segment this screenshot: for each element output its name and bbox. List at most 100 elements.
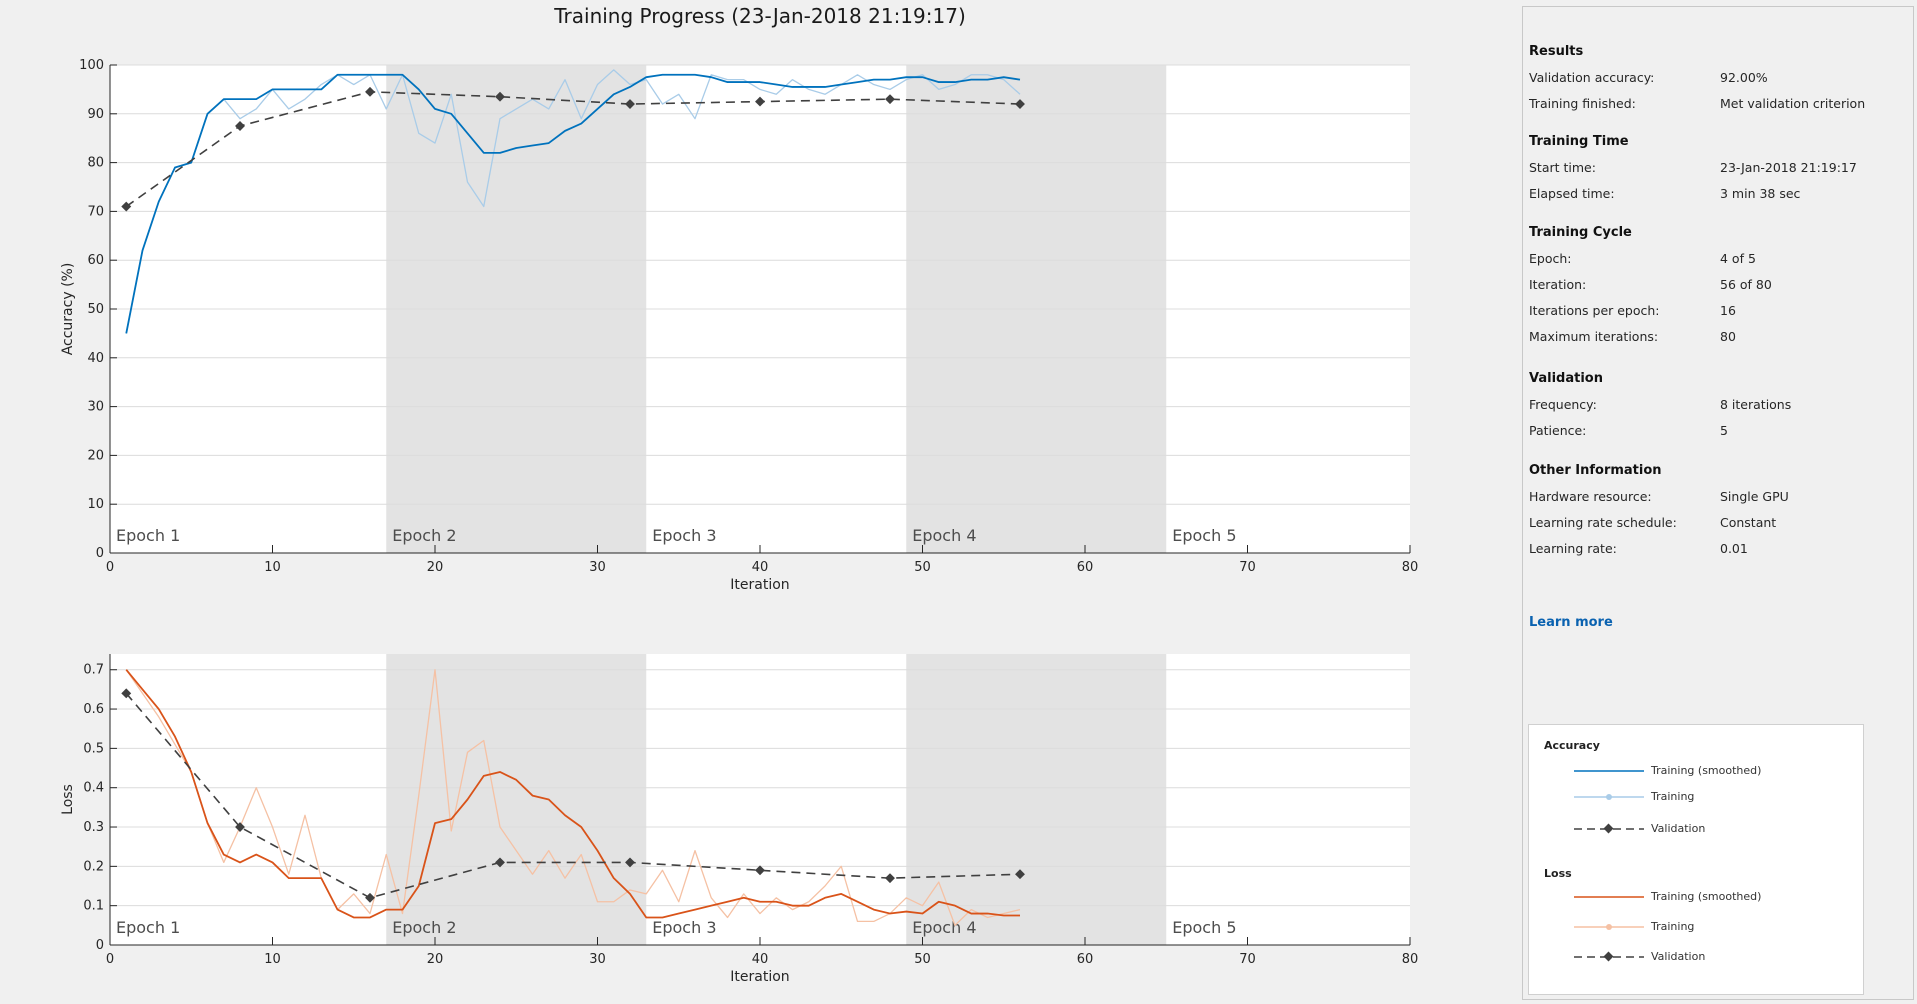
y-tick-label: 0.5: [83, 741, 104, 756]
info-label: Epoch:: [1529, 251, 1572, 266]
y-tick-label: 0.7: [83, 663, 104, 678]
y-tick-label: 60: [87, 253, 104, 268]
y-tick-label: 90: [87, 107, 104, 122]
legend-loss-title: Loss: [1544, 867, 1572, 880]
learn-more-link[interactable]: Learn more: [1529, 615, 1613, 630]
info-label: Iteration:: [1529, 277, 1587, 292]
info-section: Validation Frequency: 8 iterations Patience…: [1529, 366, 1899, 444]
epoch-label: Epoch 2: [392, 918, 456, 937]
epoch-label: Epoch 2: [392, 526, 456, 545]
epoch-label: Epoch 3: [652, 918, 716, 937]
x-tick-label: 70: [1239, 952, 1256, 967]
series-line-raw: [125, 69, 1021, 334]
plot-area: [110, 654, 1410, 945]
x-tick-label: 60: [1077, 952, 1094, 967]
legend-accuracy-smoothed-line: [1574, 770, 1644, 772]
y-tick-label: 0.4: [83, 781, 104, 796]
legend-accuracy-smoothed: Training (smoothed): [1574, 763, 1854, 779]
validation-point: [235, 822, 245, 832]
legend-loss-smoothed: Training (smoothed): [1574, 889, 1854, 905]
legend-accuracy-validation-label: Validation: [1651, 822, 1706, 835]
info-value: 3 min 38 sec: [1720, 186, 1801, 201]
y-tick-label: 10: [87, 497, 104, 512]
training-charts: Epoch 1 Epoch 2 Epoch 3 Epoch 4 Epoch 5 0 10 20…: [60, 58, 1418, 985]
series-line-smoothed: [125, 73, 1021, 334]
epoch-label: Epoch 4: [912, 918, 976, 937]
epoch-label: Epoch 1: [116, 918, 180, 937]
info-row: Validation accuracy: 92.00%: [1529, 65, 1899, 91]
info-value: 92.00%: [1720, 70, 1768, 85]
info-value: 4 of 5: [1720, 251, 1756, 266]
validation-point: [1015, 99, 1025, 109]
epoch-label: Epoch 3: [652, 526, 716, 545]
validation-point: [121, 688, 132, 699]
legend-loss-validation-line: [1574, 951, 1644, 962]
section-title: Training Cycle: [1529, 225, 1632, 240]
info-value: 80: [1720, 329, 1736, 344]
section-title: Validation: [1529, 371, 1603, 386]
y-tick-label: 40: [87, 351, 104, 366]
info-row: Iteration: 56 of 80: [1529, 272, 1899, 298]
info-label: Hardware resource:: [1529, 489, 1652, 504]
info-value: 5: [1720, 423, 1728, 438]
x-axis-label: Iteration: [730, 577, 789, 593]
y-tick-label: 0.1: [83, 899, 104, 914]
legend-loss-training-label: Training: [1651, 920, 1695, 933]
y-tick-label: 0.6: [83, 702, 104, 717]
info-label: Learning rate schedule:: [1529, 515, 1677, 530]
x-tick-label: 30: [589, 560, 606, 575]
epoch-shade: [906, 654, 1167, 945]
validation-point: [365, 892, 375, 903]
info-label: Maximum iterations:: [1529, 329, 1659, 344]
y-tick-label: 20: [87, 448, 104, 463]
info-value: Met validation criterion: [1720, 96, 1866, 111]
series-line-validation: [125, 692, 1021, 899]
validation-point: [495, 857, 505, 868]
y-tick-label: 30: [87, 400, 104, 415]
legend-loss-training: Training: [1574, 919, 1854, 935]
info-value: Constant: [1720, 515, 1777, 530]
info-label: Patience:: [1529, 423, 1587, 438]
info-value: 23-Jan-2018 21:19:17: [1720, 160, 1857, 175]
info-label: Learning rate:: [1529, 541, 1617, 556]
section-title: Results: [1529, 44, 1584, 59]
info-row: Epoch: 4 of 5: [1529, 246, 1899, 272]
y-tick-label: 0.2: [83, 859, 104, 874]
legend-accuracy-training-line: [1574, 794, 1644, 800]
info-label: Training finished:: [1529, 96, 1636, 111]
info-label: Iterations per epoch:: [1529, 303, 1660, 318]
epoch-label: Epoch 1: [116, 526, 180, 545]
y-tick-label: 50: [87, 302, 104, 317]
validation-point: [625, 857, 635, 868]
legend-accuracy-validation: Validation: [1574, 821, 1854, 837]
x-axis-label: Iteration: [730, 969, 789, 985]
info-label: Frequency:: [1529, 397, 1597, 412]
validation-point: [121, 201, 132, 212]
info-section: Training Cycle Epoch: 4 of 5 Iteration: 56 o…: [1529, 220, 1899, 350]
info-row: Patience: 5: [1529, 418, 1899, 444]
series-line-smoothed: [125, 669, 1020, 919]
validation-point: [755, 865, 765, 876]
y-tick-label: 0: [96, 546, 104, 561]
legend-accuracy-smoothed-label: Training (smoothed): [1651, 764, 1762, 777]
validation-point: [885, 873, 895, 884]
legend-loss-smoothed-label: Training (smoothed): [1651, 890, 1762, 903]
legend-accuracy-training: Training: [1574, 789, 1854, 805]
loss-chart: Epoch 1 Epoch 2 Epoch 3 Epoch 4 Epoch 5 0 10 20…: [60, 654, 1418, 985]
info-label: Start time:: [1529, 160, 1596, 175]
info-value: 56 of 80: [1720, 277, 1772, 292]
x-tick-label: 20: [427, 560, 444, 575]
legend-loss-validation-label: Validation: [1651, 950, 1706, 963]
validation-point: [885, 94, 895, 105]
info-row: Maximum iterations: 80: [1529, 324, 1899, 350]
info-value: 0.01: [1720, 541, 1748, 556]
series-line-validation: [125, 91, 1021, 208]
series-line-raw: [125, 669, 1021, 926]
info-row: Training finished: Met validation criteri…: [1529, 91, 1899, 117]
x-tick-label: 50: [914, 560, 931, 575]
x-tick-label: 30: [589, 952, 606, 967]
y-tick-label: 0.3: [83, 820, 104, 835]
y-tick-label: 70: [87, 204, 104, 219]
y-tick-label: 80: [87, 156, 104, 171]
epoch-label: Epoch 5: [1172, 918, 1236, 937]
